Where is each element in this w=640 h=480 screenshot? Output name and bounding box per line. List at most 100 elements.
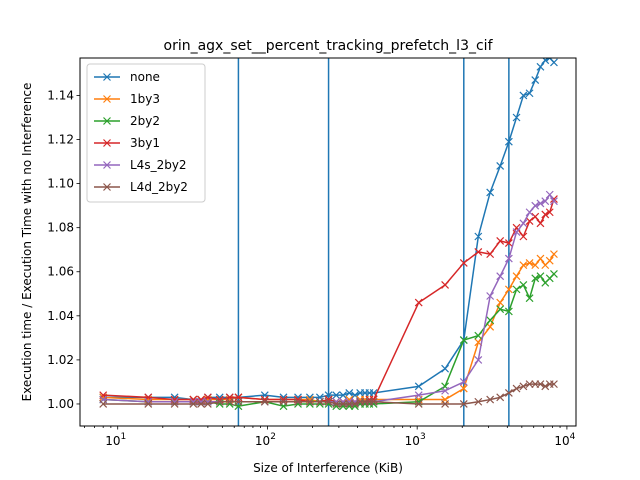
data-point	[459, 384, 468, 393]
data-point	[414, 382, 423, 391]
chart-title: orin_agx_set__percent_tracking_prefetch_…	[164, 38, 494, 54]
data-point	[512, 285, 521, 294]
data-point	[197, 400, 205, 408]
y-tick-label: 1.02	[47, 353, 74, 367]
data-point	[339, 400, 348, 408]
data-point	[189, 400, 198, 408]
legend-item: 2by2	[94, 114, 160, 128]
y-axis-label: Execution time / Execution Time with no …	[20, 83, 34, 402]
data-point	[504, 285, 513, 294]
plot-frame	[79, 57, 577, 427]
y-tick-label: 1.08	[47, 221, 74, 235]
data-point	[545, 190, 554, 199]
legend-marker	[103, 183, 111, 191]
data-point	[531, 274, 540, 283]
legend-label: none	[130, 70, 160, 84]
data-point	[525, 208, 534, 217]
y-tick-label: 1.12	[47, 133, 74, 147]
data-point	[504, 389, 513, 397]
data-point	[215, 397, 224, 406]
legend-marker	[103, 73, 111, 81]
legend-item: L4s_2by2	[94, 158, 187, 172]
data-point	[512, 228, 521, 237]
data-point	[474, 247, 483, 256]
y-tick-label: 1.04	[47, 309, 74, 323]
data-point	[545, 208, 554, 217]
data-point	[351, 400, 359, 408]
legend-marker	[103, 117, 111, 125]
legend-label: L4s_2by2	[130, 158, 187, 172]
data-point	[531, 201, 540, 210]
data-point	[332, 391, 341, 400]
legend-label: 1by3	[130, 92, 160, 106]
data-point	[550, 58, 558, 67]
data-point	[504, 239, 513, 248]
data-point	[519, 219, 528, 228]
data-point	[525, 259, 534, 267]
data-point	[536, 380, 545, 389]
legend-label: 2by2	[130, 114, 160, 128]
data-point	[496, 305, 505, 314]
data-point	[536, 219, 545, 228]
data-point	[486, 292, 495, 300]
data-point	[496, 298, 505, 307]
data-point	[496, 162, 505, 170]
legend-marker	[103, 139, 111, 147]
data-point	[441, 281, 450, 289]
data-point	[550, 197, 558, 206]
data-point	[519, 382, 528, 391]
data-point	[525, 294, 534, 303]
legend-item: 1by3	[94, 92, 160, 106]
y-tick-label: 1.06	[47, 265, 74, 279]
data-point	[525, 217, 534, 225]
data-point	[203, 400, 212, 408]
data-point	[441, 400, 450, 408]
data-point	[234, 397, 243, 406]
data-point	[550, 250, 558, 259]
data-point	[545, 256, 554, 265]
data-point	[512, 113, 521, 122]
legend-label: L4d_2by2	[130, 180, 188, 194]
y-axis: 1.00 1.02 1.04 1.06 1.08 1.10 1.12 1.14	[47, 88, 80, 411]
data-point	[525, 89, 534, 98]
data-point	[260, 397, 269, 406]
legend-marker	[103, 161, 111, 169]
data-point	[441, 364, 450, 373]
y-tick-label: 1.00	[47, 397, 74, 411]
data-point	[474, 331, 483, 340]
legend-item: none	[94, 70, 160, 84]
data-point	[541, 197, 550, 206]
data-point	[531, 212, 540, 221]
data-point	[441, 386, 450, 395]
data-point	[144, 400, 153, 408]
data-point	[459, 336, 468, 344]
data-point	[550, 380, 558, 389]
legend: none 1by3 2by2 3by1 L4s_2by2 L4d_2by2	[86, 63, 206, 203]
data-point	[294, 397, 302, 406]
data-point	[496, 393, 505, 402]
data-point	[536, 272, 545, 281]
data-point	[315, 397, 324, 406]
data-point	[459, 378, 468, 386]
data-point	[486, 316, 495, 325]
data-point	[474, 355, 483, 364]
data-point	[519, 281, 528, 289]
data-point	[324, 397, 333, 406]
data-point	[512, 272, 521, 281]
data-point	[486, 322, 495, 331]
data-point	[459, 259, 468, 267]
data-point	[345, 400, 354, 408]
data-point	[512, 384, 521, 393]
data-point	[541, 382, 550, 391]
data-point	[504, 137, 513, 146]
data-point	[504, 254, 513, 263]
data-point	[519, 232, 528, 241]
y-tick-label: 1.14	[47, 88, 74, 102]
data-point	[99, 400, 108, 408]
data-point	[225, 397, 234, 406]
legend-marker	[103, 95, 111, 103]
legend-item: L4d_2by2	[94, 180, 188, 194]
data-point	[279, 397, 288, 406]
data-point	[496, 236, 505, 245]
